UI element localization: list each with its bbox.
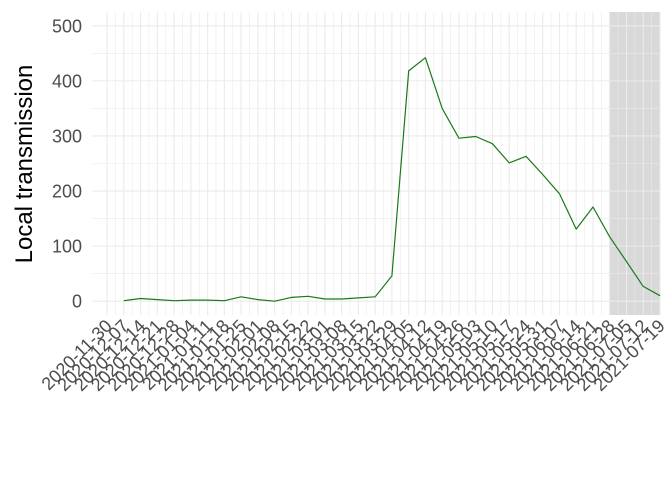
- y-axis-title: Local transmission: [11, 65, 38, 264]
- y-tick-label: 200: [52, 182, 82, 202]
- x-axis-ticks: 2020-11-302020-12-072020-12-142020-12-21…: [38, 316, 669, 395]
- y-axis-ticks: 0 100 200 300 400 500: [52, 16, 82, 311]
- y-tick-label: 0: [72, 292, 82, 312]
- y-tick-label: 100: [52, 237, 82, 257]
- grid-layer: [92, 12, 661, 315]
- series-line: [123, 57, 661, 302]
- y-tick-label: 500: [52, 16, 82, 36]
- series-line-layer: [123, 57, 661, 302]
- y-tick-label: 400: [52, 71, 82, 91]
- y-tick-label: 300: [52, 126, 82, 146]
